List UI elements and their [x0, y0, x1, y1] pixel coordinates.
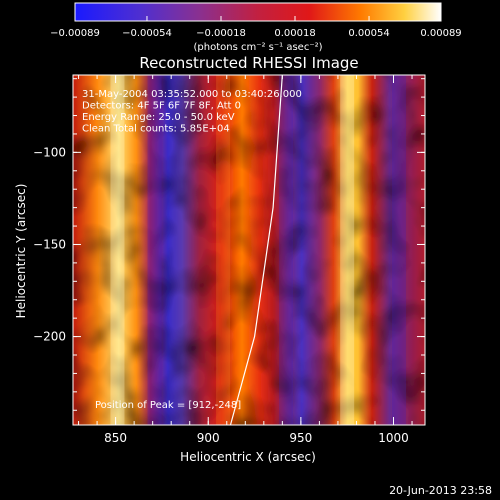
x-tick-label: 1000	[378, 431, 409, 445]
heatmap-stripes	[110, 75, 407, 425]
y-tick-label: −150	[33, 237, 66, 251]
heatmap-stripe	[147, 75, 162, 425]
annotation-line: 31-May-2004 03:35:52.000 to 03:40:26.000	[82, 89, 302, 100]
colorbar-ticks: −0.00089 −0.00054 −0.00018 0.00018 0.00054 0.…	[50, 16, 462, 39]
chart-title: Reconstructed RHESSI Image	[139, 54, 358, 72]
x-axis-ticks: 850 900 950 1000	[78, 75, 413, 445]
x-axis-label: Heliocentric X (arcsec)	[180, 450, 316, 464]
colorbar: −0.00089 −0.00054 −0.00018 0.00018 0.00054 0.…	[50, 2, 462, 53]
heatmap-stripe	[216, 75, 231, 425]
x-tick-label: 950	[289, 431, 312, 445]
y-tick-label: −200	[33, 330, 66, 344]
x-tick-label: 850	[104, 431, 127, 445]
peak-position-label: Position of Peak = [912,-248]	[95, 400, 241, 411]
y-axis-label: Heliocentric Y (arcsec)	[14, 184, 28, 319]
y-tick-label: −100	[33, 145, 66, 159]
colorbar-units: (photons cm⁻² s⁻¹ asec⁻²)	[193, 42, 322, 53]
annotation-line: Clean Total counts: 5.85E+04	[82, 124, 230, 135]
footer-timestamp: 20-Jun-2013 23:58	[389, 484, 492, 497]
solar-limb-line	[229, 75, 283, 425]
x-tick-label: 900	[197, 431, 220, 445]
colorbar-tick-label: 0.00089	[420, 28, 461, 39]
y-axis-ticks: −100 −150 −200	[33, 78, 425, 411]
heatmap-image	[73, 75, 425, 425]
heatmap-stripe	[110, 75, 125, 425]
annotation-line: Energy Range: 25.0 - 50.0 keV	[82, 112, 235, 123]
colorbar-tick-label: −0.00018	[196, 28, 246, 39]
plot-frame	[72, 74, 426, 426]
plot-area	[73, 75, 425, 425]
colorbar-tick-label: −0.00054	[122, 28, 172, 39]
colorbar-tick-label: 0.00054	[348, 28, 389, 39]
colorbar-tick-label: 0.00018	[274, 28, 315, 39]
colorbar-gradient	[74, 2, 442, 22]
annotation-line: Detectors: 4F 5F 6F 7F 8F, Att 0	[82, 101, 241, 112]
heatmap-stripe	[279, 75, 294, 425]
heatmap-stripe	[340, 75, 355, 425]
observation-annotations: 31-May-2004 03:35:52.000 to 03:40:26.000…	[82, 89, 302, 135]
colorbar-tick-label: −0.00089	[50, 28, 100, 39]
heatmap-stripe	[392, 75, 407, 425]
